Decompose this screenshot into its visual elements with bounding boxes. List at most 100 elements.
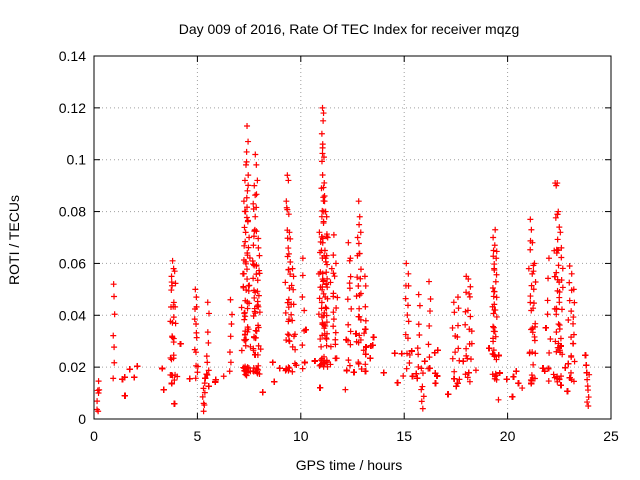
data-point <box>244 217 251 224</box>
data-point <box>552 273 559 280</box>
data-point <box>286 365 293 372</box>
data-point <box>346 280 353 287</box>
data-point <box>553 311 560 318</box>
data-point <box>456 376 463 383</box>
data-point <box>241 177 248 184</box>
data-point <box>355 283 362 290</box>
data-point <box>330 316 337 323</box>
data-point <box>530 268 537 275</box>
data-point <box>582 352 589 359</box>
data-point <box>323 342 330 349</box>
data-point <box>244 123 251 130</box>
data-point <box>362 351 369 358</box>
data-point <box>327 343 334 350</box>
y-axis-ticks: 00.020.040.060.080.10.120.14 <box>59 48 611 427</box>
data-point <box>257 346 264 353</box>
data-point <box>291 331 298 338</box>
data-point <box>289 317 296 324</box>
data-point <box>228 321 235 328</box>
data-point <box>358 366 365 373</box>
data-point <box>418 365 425 372</box>
data-point <box>347 328 354 335</box>
data-point <box>255 244 262 251</box>
data-point <box>363 343 370 350</box>
data-point <box>288 282 295 289</box>
data-point <box>203 353 210 360</box>
data-point <box>426 322 433 329</box>
data-point <box>317 336 324 343</box>
data-point <box>465 369 472 376</box>
data-point <box>570 286 577 293</box>
data-point <box>253 328 260 335</box>
data-point <box>356 305 363 312</box>
data-point <box>321 192 328 199</box>
data-point <box>253 263 260 270</box>
x-axis-ticks: 0 5 10 15 20 25 <box>90 56 619 444</box>
data-point <box>356 221 363 228</box>
data-point <box>299 365 306 372</box>
data-point <box>333 355 340 362</box>
data-point <box>192 349 199 356</box>
data-point <box>111 359 118 366</box>
data-point <box>242 297 249 304</box>
data-point <box>290 273 297 280</box>
data-point <box>585 394 592 401</box>
data-point <box>450 299 457 306</box>
data-point <box>322 294 329 301</box>
data-point <box>126 366 133 373</box>
data-point <box>330 293 337 300</box>
data-point <box>416 302 423 309</box>
data-point <box>333 304 340 311</box>
data-point <box>330 231 337 238</box>
y-tick-label: 0.04 <box>59 307 86 323</box>
data-point <box>380 369 387 376</box>
data-point <box>111 311 118 318</box>
data-point <box>290 286 297 293</box>
data-point <box>193 334 200 341</box>
data-point <box>201 389 208 396</box>
data-point <box>343 367 350 374</box>
data-point <box>244 305 251 312</box>
data-point <box>289 368 296 375</box>
data-point <box>490 323 497 330</box>
data-point <box>317 238 324 245</box>
data-point <box>95 378 102 385</box>
data-point <box>431 349 438 356</box>
data-point <box>227 296 234 303</box>
data-point <box>244 204 251 211</box>
data-point <box>347 273 354 280</box>
data-point <box>250 345 257 352</box>
data-point <box>354 274 361 281</box>
data-point <box>301 359 308 366</box>
data-point <box>571 358 578 365</box>
data-point <box>245 172 252 179</box>
data-point <box>449 324 456 331</box>
data-point <box>584 376 591 383</box>
data-point <box>242 313 249 320</box>
data-point <box>451 375 458 382</box>
data-point <box>323 319 330 326</box>
data-point <box>256 252 263 259</box>
data-point <box>405 282 412 289</box>
data-point <box>311 357 318 364</box>
data-point <box>323 281 330 288</box>
data-point <box>529 374 536 381</box>
data-point <box>204 329 211 336</box>
data-point <box>345 321 352 328</box>
data-point <box>255 367 262 374</box>
data-point <box>357 336 364 343</box>
data-point <box>544 297 551 304</box>
data-point <box>558 373 565 380</box>
data-point <box>490 234 497 241</box>
data-point <box>250 367 257 374</box>
data-point <box>168 273 175 280</box>
data-point <box>245 326 252 333</box>
data-point <box>193 321 200 328</box>
data-point <box>318 185 325 192</box>
data-point <box>492 226 499 233</box>
x-tick-label: 20 <box>500 428 516 444</box>
data-point <box>259 389 266 396</box>
data-point <box>420 393 427 400</box>
y-tick-label: 0.06 <box>59 255 86 271</box>
data-point <box>315 311 322 318</box>
